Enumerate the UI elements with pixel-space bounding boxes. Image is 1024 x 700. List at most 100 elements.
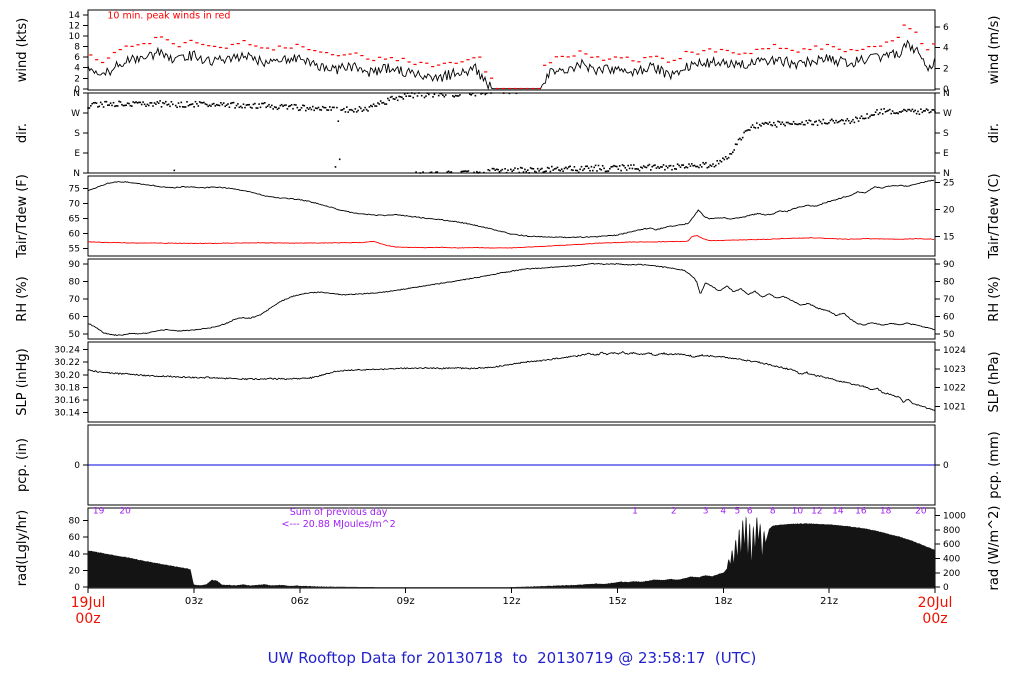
scatter-dot — [517, 168, 519, 170]
scatter-dot — [927, 109, 929, 111]
series-relative-humidity — [87, 262, 936, 336]
scatter-dot — [436, 171, 439, 173]
scatter-dot — [227, 103, 229, 105]
axis-label-right-pcp: pcp. (mm) — [987, 431, 1002, 498]
scatter-dot — [867, 117, 870, 119]
annotation: 20 — [915, 506, 927, 516]
scatter-dot — [232, 101, 235, 104]
y-tick-label-right: 1021 — [943, 402, 966, 412]
scatter-dot — [666, 167, 669, 169]
scatter-dot — [459, 94, 461, 96]
scatter-dot — [473, 171, 475, 174]
scatter-dot — [190, 103, 192, 106]
y-tick-label-left: 80 — [69, 517, 81, 527]
y-tick-label-right: 6 — [943, 23, 949, 33]
scatter-dot — [109, 102, 112, 104]
scatter-dot — [285, 104, 287, 106]
scatter-dot — [850, 120, 853, 123]
y-tick-label-right: 80 — [943, 278, 955, 288]
scatter-dot — [692, 165, 694, 167]
scatter-dot — [764, 121, 767, 124]
scatter-dot — [931, 109, 933, 111]
scatter-dot — [112, 101, 115, 104]
scatter-dot — [877, 113, 880, 116]
y-tick-label-left: 30.20 — [54, 371, 80, 381]
scatter-dot — [179, 105, 181, 108]
scatter-dot — [92, 102, 95, 104]
scatter-dot — [237, 103, 239, 105]
scatter-dot — [880, 108, 883, 111]
scatter-dot — [853, 121, 856, 124]
scatter-dot — [350, 108, 352, 111]
scatter-dot — [781, 121, 784, 124]
scatter-dot — [238, 106, 241, 109]
scatter-dot — [337, 120, 340, 122]
axis-label-left-dir: dir. — [15, 123, 30, 143]
scatter-dot — [767, 123, 769, 125]
scatter-dot — [746, 129, 748, 132]
scatter-dot — [758, 123, 761, 126]
scatter-dot — [324, 106, 327, 109]
scatter-dot — [579, 168, 581, 171]
scatter-dot — [753, 126, 755, 129]
scatter-dot — [146, 103, 149, 106]
y-tick-label-left: 6 — [74, 53, 80, 63]
scatter-dot — [320, 109, 323, 111]
scatter-dot — [726, 158, 728, 160]
y-tick-label-left: 60 — [69, 312, 81, 322]
scatter-dot — [790, 123, 792, 125]
scatter-dot — [593, 166, 595, 169]
series-sea-level-pressure — [87, 351, 936, 412]
scatter-dot — [476, 170, 478, 173]
scatter-dot — [651, 165, 653, 168]
scatter-dot — [836, 121, 839, 124]
scatter-dot — [624, 167, 627, 169]
scatter-dot — [905, 110, 908, 113]
scatter-dot — [433, 93, 436, 96]
scatter-dot — [449, 171, 451, 174]
series-wind-avg — [87, 39, 935, 91]
scatter-dot — [136, 102, 139, 104]
scatter-dot — [897, 112, 899, 115]
axis-label-right-wind: wind (m/s) — [987, 16, 1002, 85]
scatter-dot — [763, 123, 765, 125]
scatter-dot — [208, 104, 211, 107]
x-tick-label: 09z — [397, 596, 415, 607]
scatter-dot — [488, 169, 491, 172]
scatter-dot — [917, 110, 919, 113]
scatter-dot — [733, 149, 735, 151]
series-tdew — [87, 235, 935, 249]
scatter-dot — [193, 106, 195, 108]
scatter-dot — [778, 121, 781, 123]
annotation: <--- 20.88 MJoules/m^2 — [281, 519, 395, 530]
scatter-dot — [491, 167, 494, 170]
scatter-dot — [498, 171, 501, 173]
annotation: 18 — [880, 506, 892, 516]
scatter-dot — [354, 108, 357, 110]
y-tick-label-left: 0 — [74, 583, 80, 593]
scatter-dot — [118, 100, 120, 103]
scatter-dot — [432, 96, 434, 98]
scatter-dot — [785, 121, 788, 124]
scatter-dot — [618, 165, 621, 167]
scatter-dot — [921, 111, 924, 114]
scatter-dot — [914, 109, 916, 112]
scatter-dot — [508, 92, 511, 95]
scatter-dot — [197, 105, 200, 107]
scatter-dot — [415, 171, 417, 173]
scatter-dot — [389, 96, 392, 99]
scatter-dot — [165, 100, 167, 103]
scatter-dot — [262, 102, 265, 105]
scatter-dot — [405, 95, 407, 97]
scatter-dot — [732, 151, 734, 153]
scatter-dot — [510, 168, 512, 171]
scatter-dot — [847, 120, 850, 122]
y-tick-label-left: 55 — [69, 245, 80, 255]
scatter-dot — [426, 92, 429, 94]
axis-label-left-temp: Tair/Tdew (F) — [15, 174, 30, 259]
y-tick-label-right: E — [943, 149, 949, 159]
scatter-dot — [638, 169, 641, 172]
scatter-dot — [599, 168, 601, 170]
scatter-dot — [258, 103, 260, 105]
